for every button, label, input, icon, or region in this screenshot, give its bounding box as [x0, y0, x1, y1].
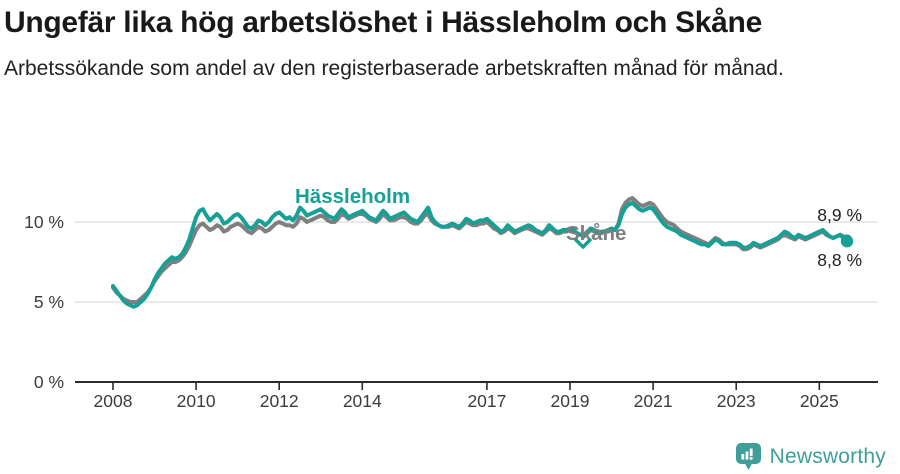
x-tick-label: 2010 [177, 391, 216, 411]
logo-bubble [735, 443, 761, 470]
hassleholm-series-label: Hässleholm [295, 185, 410, 208]
x-tick-label: 2021 [634, 391, 673, 411]
x-tick-label: 2017 [467, 391, 506, 411]
x-tick-label: 2014 [343, 391, 382, 411]
chart-subtitle: Arbetssökande som andel av den registerb… [4, 56, 784, 80]
brand-name: Newsworthy [769, 444, 886, 468]
hassleholm-line [111, 200, 849, 309]
brand-footer: Newsworthy [735, 442, 886, 471]
skane-line [111, 196, 849, 304]
y-tick-label: 0 % [34, 372, 64, 392]
hassleholm-end-dot [840, 235, 854, 248]
newsworthy-logo-icon [735, 443, 761, 470]
x-tick-label: 2025 [800, 391, 839, 411]
page-title: Ungefär lika hög arbetslöshet i Hässleho… [4, 6, 762, 39]
x-tick-label: 2008 [94, 391, 133, 411]
x-tick-label: 2019 [551, 391, 590, 411]
hassleholm-end-value-label: 8,8 % [817, 250, 862, 270]
chart-header: Ungefär lika hög arbetslöshet i Hässleho… [4, 6, 892, 83]
y-tick-label: 10 % [24, 212, 64, 232]
chevron-down-icon [574, 238, 592, 249]
x-tick-label: 2012 [260, 391, 299, 411]
skane-end-value-label: 8,9 % [817, 205, 862, 225]
skane-series-label: Skåne [566, 222, 626, 245]
x-tick-label: 2023 [717, 391, 756, 411]
y-tick-label: 5 % [34, 292, 64, 312]
